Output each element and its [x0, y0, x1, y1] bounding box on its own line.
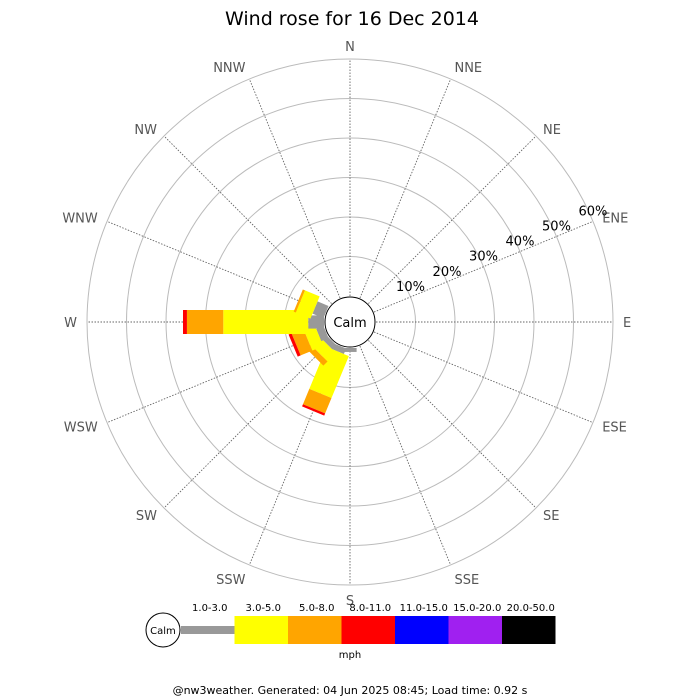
calm-circle-shape [324, 296, 376, 348]
spoke-nnw [248, 78, 341, 299]
grid-ring-5 [126, 98, 574, 546]
legend-label-1: 1.0-3.0 [192, 603, 227, 614]
legend-label-4: 8.0-11.0 [349, 603, 391, 614]
legend-swatch-4 [341, 616, 395, 644]
spoke-wnw [106, 220, 327, 313]
legend-swatch-6 [448, 616, 502, 644]
dir-label-sse: SSE [454, 573, 479, 588]
spoke-sw [163, 340, 332, 509]
grid-ring-4 [165, 137, 535, 507]
dir-label-wnw: WNW [62, 212, 98, 227]
legend-calm-label: Calm [150, 626, 176, 637]
ring-label-20: 20% [433, 265, 462, 280]
legend-swatch-5 [395, 616, 449, 644]
ring-label-10: 10% [396, 280, 425, 295]
chart-title: Wind rose for 16 Dec 2014 [225, 8, 479, 30]
ring-label-30: 30% [469, 250, 498, 265]
bar-sw-bin-1 [322, 335, 337, 350]
wind-bars [182, 289, 357, 416]
bar-wnw-bin-2 [295, 290, 320, 319]
dir-label-ne: NE [543, 123, 561, 138]
bar-s-bin-1 [343, 348, 357, 352]
dir-label-w: W [64, 316, 77, 331]
dir-label-wsw: WSW [64, 420, 98, 435]
bar-wnw-bin-1 [312, 301, 329, 319]
dir-label-ese: ESE [602, 420, 627, 435]
dir-label-ssw: SSW [216, 573, 246, 588]
legend-label-6: 15.0-20.0 [453, 603, 501, 614]
dir-label-sw: SW [136, 509, 157, 524]
bar-wsw-bin-4 [288, 333, 301, 357]
spoke-nne [359, 78, 452, 299]
ring-label-60: 60% [579, 204, 608, 219]
dir-label-n: N [345, 40, 355, 55]
legend-calm-circle [145, 612, 181, 648]
spoke-sse [359, 345, 452, 566]
spoke-nw [163, 135, 332, 304]
legend-label-2: 3.0-5.0 [246, 603, 281, 614]
grid-ring-6 [86, 58, 614, 586]
dir-label-nw: NW [134, 123, 157, 138]
dir-label-nnw: NNW [213, 61, 245, 76]
dir-label-ene: ENE [602, 212, 628, 227]
legend-swatch-3 [288, 616, 342, 644]
footer-text: @nw3weather. Generated: 04 Jun 2025 08:4… [173, 684, 528, 697]
ring-label-50: 50% [542, 219, 571, 234]
ring-label-40: 40% [506, 235, 535, 250]
legend-swatch-1 [181, 626, 235, 634]
spoke-ne [368, 135, 537, 304]
spoke-ese [373, 331, 594, 424]
bar-w-bin-2 [223, 310, 309, 334]
spoke-se [368, 340, 537, 509]
bar-wsw-bin-3 [291, 328, 313, 356]
dir-label-nne: NNE [454, 61, 482, 76]
dir-label-s: S [346, 594, 354, 609]
ring-labels: 10% 20% 30% 40% 50% 60% [396, 204, 607, 295]
bar-ssw-bin-3 [302, 388, 332, 414]
dir-label-se: SE [543, 509, 559, 524]
legend-unit-label: mph [339, 650, 361, 661]
calm-circle: Calm [324, 296, 376, 348]
legend-label-3: 5.0-8.0 [299, 603, 334, 614]
bar-ssw-bin-1 [331, 343, 347, 355]
legend-swatch-2 [234, 616, 288, 644]
legend-label-5: 11.0-15.0 [400, 603, 448, 614]
bar-wnw-bin-3 [293, 289, 306, 313]
calm-label: Calm [333, 316, 366, 331]
direction-labels: N NNE NE ENE E ESE SE SSE S SSW SW WSW W WNW NW NNW [62, 40, 631, 609]
dir-label-e: E [623, 316, 631, 331]
speed-legend: Calm 1.0-3.0 3.0-5.0 5.0-8.0 8.0-11.0 11.0-15… [145, 603, 556, 661]
bar-w-bin-3 [186, 310, 224, 334]
bar-w-bin-4 [182, 310, 187, 334]
spoke-ene [373, 220, 594, 313]
legend-label-7: 20.0-50.0 [507, 603, 555, 614]
legend-swatch-7 [502, 616, 556, 644]
spoke-wsw [106, 331, 327, 424]
bar-ssw-bin-4 [302, 404, 326, 416]
bar-w-bin-1 [308, 315, 324, 329]
bar-ssw-bin-2 [309, 346, 349, 399]
bar-wsw-bin-1 [316, 325, 329, 342]
